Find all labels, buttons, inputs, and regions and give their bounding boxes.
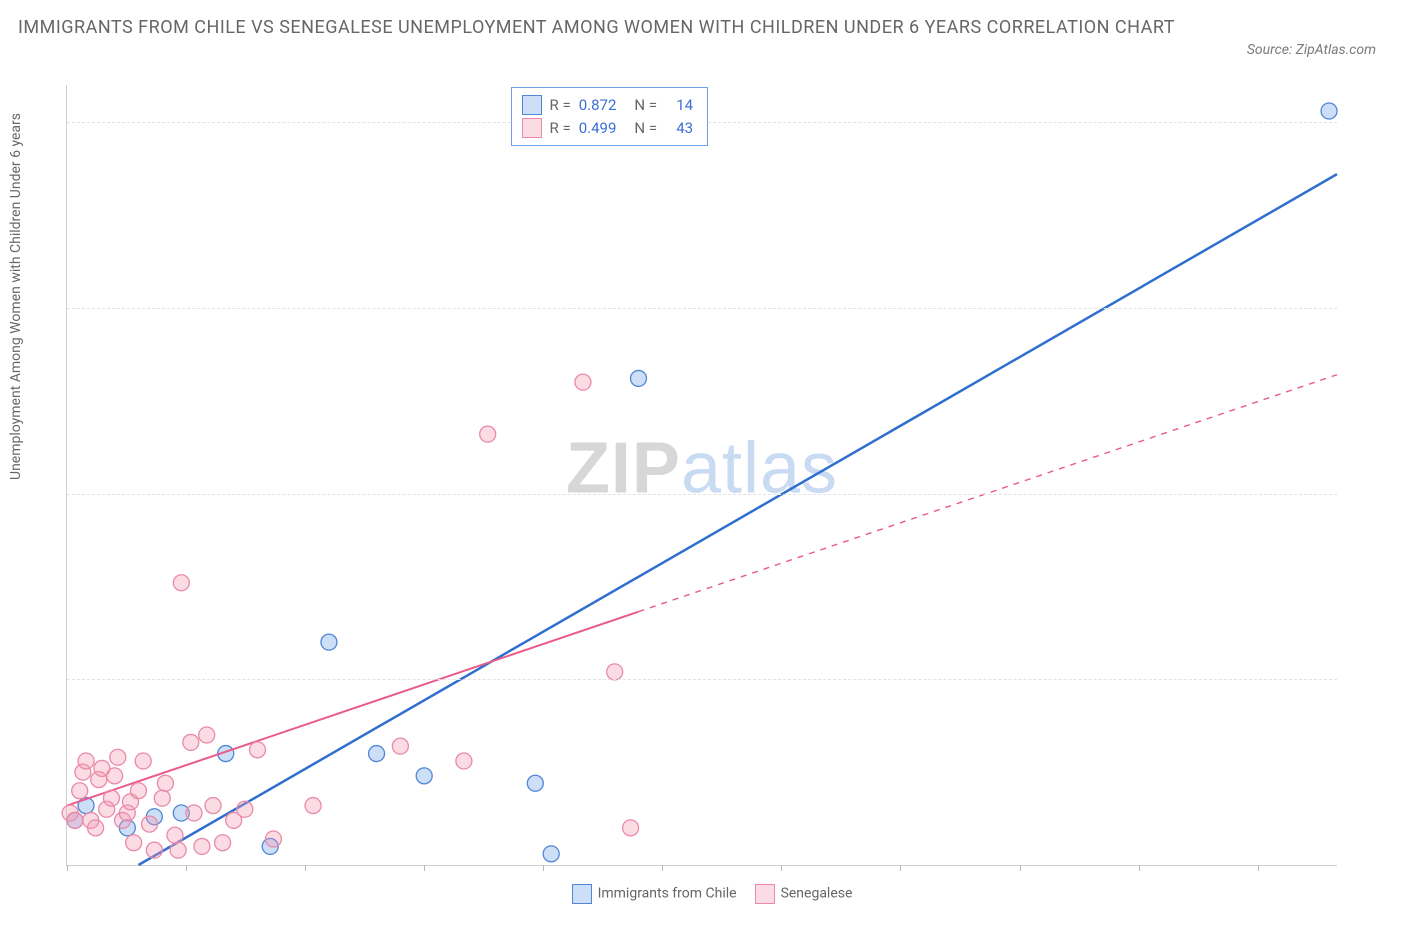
- senegalese-point: [265, 831, 281, 847]
- page-root: IMMIGRANTS FROM CHILE VS SENEGALESE UNEM…: [0, 0, 1406, 930]
- chile-point: [1321, 103, 1337, 119]
- stats-legend-row-senegalese: R = 0.499 N = 43: [522, 117, 694, 140]
- chile-point: [369, 746, 385, 762]
- chile-point: [416, 768, 432, 784]
- x-tick-mark: [1258, 865, 1259, 871]
- x-tick-mark: [781, 865, 782, 871]
- x-tick-mark: [662, 865, 663, 871]
- x-tick-mark: [186, 865, 187, 871]
- senegalese-point: [237, 801, 253, 817]
- stat-N-label: N =: [631, 94, 657, 117]
- stat-R-label: R =: [550, 94, 571, 117]
- plot-area: ZIPatlas: [66, 85, 1337, 866]
- legend-swatch: [572, 884, 592, 904]
- senegalese-point: [154, 790, 170, 806]
- chile-point: [543, 846, 559, 862]
- stats-legend-row-chile: R = 0.872 N = 14: [522, 94, 694, 117]
- senegalese-point: [107, 768, 123, 784]
- senegalese-point: [157, 775, 173, 791]
- stats-legend-box: R = 0.872 N = 14 R = 0.499 N = 43: [511, 87, 709, 146]
- chile-point: [527, 775, 543, 791]
- senegalese-point: [186, 805, 202, 821]
- legend-label: Senegalese: [781, 886, 853, 902]
- y-axis-label: Unemployment Among Women with Children U…: [8, 113, 24, 480]
- senegalese-point: [194, 838, 210, 854]
- senegalese-point: [392, 738, 408, 754]
- plot-svg: [67, 85, 1337, 865]
- chile-trend-line: [138, 174, 1337, 865]
- senegalese-point: [170, 842, 186, 858]
- x-tick-mark: [1020, 865, 1021, 871]
- senegalese-point: [67, 812, 83, 828]
- chart-wrapper: Unemployment Among Women with Children U…: [18, 80, 1388, 900]
- series-legend-bottom: Immigrants from Chile Senegalese: [18, 884, 1388, 904]
- senegalese-point: [142, 816, 158, 832]
- senegalese-point: [205, 798, 221, 814]
- grid-line: [67, 308, 1337, 309]
- senegalese-point: [103, 790, 119, 806]
- senegalese-point: [146, 842, 162, 858]
- stat-N-label: N =: [631, 117, 657, 140]
- x-tick-mark: [1139, 865, 1140, 871]
- senegalese-point: [173, 575, 189, 591]
- x-tick-mark: [424, 865, 425, 871]
- x-tick-mark: [900, 865, 901, 871]
- x-tick-mark: [543, 865, 544, 871]
- stat-R-label: R =: [550, 117, 571, 140]
- senegalese-point: [72, 783, 88, 799]
- grid-line: [67, 494, 1337, 495]
- senegalese-point: [456, 753, 472, 769]
- senegalese-point: [126, 835, 142, 851]
- source-label: Source: ZipAtlas.com: [1247, 42, 1376, 58]
- chile-swatch: [522, 95, 542, 115]
- senegalese-point: [215, 835, 231, 851]
- senegalese-point: [167, 827, 183, 843]
- senegalese-swatch: [522, 118, 542, 138]
- stat-R-value: 0.499: [579, 117, 623, 140]
- stat-N-value: 43: [665, 117, 693, 140]
- legend-label: Immigrants from Chile: [598, 886, 737, 902]
- senegalese-point: [199, 727, 215, 743]
- stat-R-value: 0.872: [579, 94, 623, 117]
- senegalese-point: [110, 749, 126, 765]
- chile-point: [321, 634, 337, 650]
- chart-title: IMMIGRANTS FROM CHILE VS SENEGALESE UNEM…: [18, 14, 1198, 43]
- senegalese-point: [480, 426, 496, 442]
- chile-point: [631, 370, 647, 386]
- senegalese-point: [88, 820, 104, 836]
- senegalese-point: [78, 753, 94, 769]
- x-tick-mark: [67, 865, 68, 871]
- senegalese-point: [305, 798, 321, 814]
- senegalese-trend-line-solid: [67, 612, 639, 806]
- senegalese-point: [607, 664, 623, 680]
- senegalese-point: [575, 374, 591, 390]
- senegalese-point: [623, 820, 639, 836]
- legend-swatch: [755, 884, 775, 904]
- x-tick-mark: [305, 865, 306, 871]
- senegalese-point: [135, 753, 151, 769]
- stat-N-value: 14: [665, 94, 693, 117]
- senegalese-point: [183, 734, 199, 750]
- grid-line: [67, 679, 1337, 680]
- senegalese-point: [250, 742, 266, 758]
- senegalese-point: [130, 783, 146, 799]
